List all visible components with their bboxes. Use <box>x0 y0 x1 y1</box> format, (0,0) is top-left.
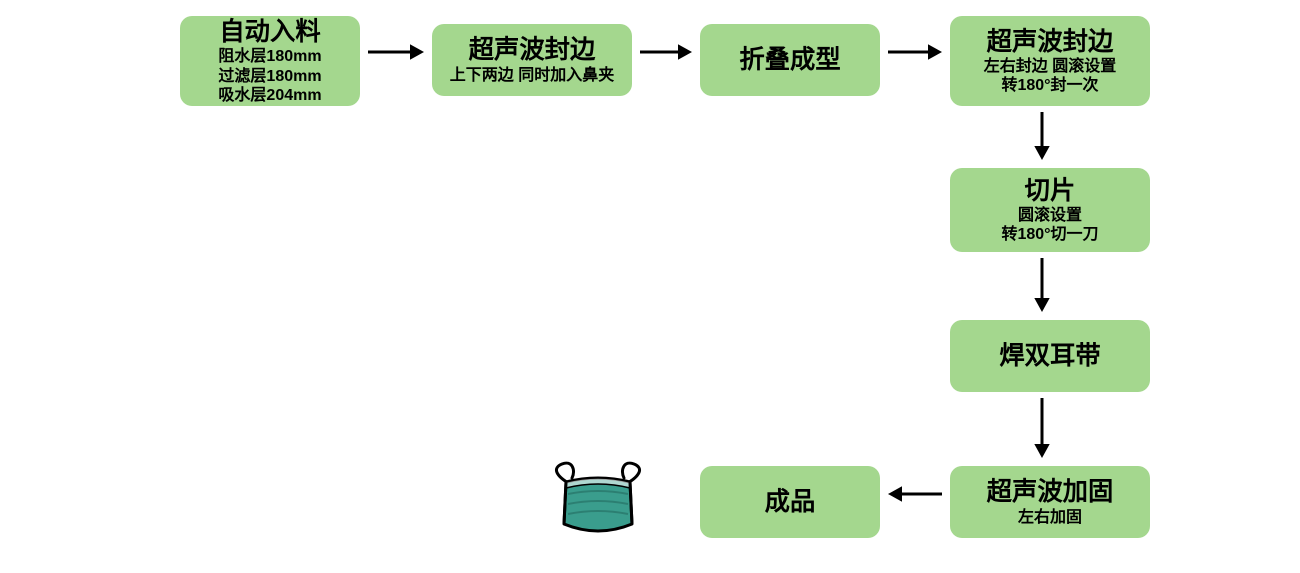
flow-node-title: 超声波加固 <box>987 477 1114 507</box>
flow-node-n7: 超声波加固左右加固 <box>950 466 1150 538</box>
flow-node-sub: 左右加固 <box>1018 508 1082 527</box>
flow-node-n8: 成品 <box>700 466 880 538</box>
flow-node-n3: 折叠成型 <box>700 24 880 96</box>
flow-node-sub: 转180°切一刀 <box>1001 225 1098 244</box>
flow-node-title: 自动入料 <box>219 17 320 47</box>
flow-node-title: 超声波封边 <box>987 27 1114 57</box>
flow-node-n5: 切片圆滚设置转180°切一刀 <box>950 168 1150 252</box>
flow-node-sub: 圆滚设置 <box>1018 206 1082 225</box>
flow-node-n6: 焊双耳带 <box>950 320 1150 392</box>
flow-node-sub: 过滤层180mm <box>218 67 321 86</box>
flow-arrow <box>640 38 692 71</box>
flow-node-sub: 左右封边 圆滚设置 <box>984 57 1116 76</box>
flow-arrow <box>888 480 942 513</box>
flow-node-n1: 自动入料阻水层180mm过滤层180mm吸水层204mm <box>180 16 360 106</box>
flow-node-title: 切片 <box>1025 176 1076 206</box>
flow-node-sub: 转180°封一次 <box>1001 76 1098 95</box>
flow-node-title: 焊双耳带 <box>999 341 1100 371</box>
flow-arrow <box>1028 112 1056 165</box>
flow-arrow <box>368 38 424 71</box>
flow-node-sub: 上下两边 同时加入鼻夹 <box>450 66 614 85</box>
flow-node-sub: 吸水层204mm <box>218 86 321 105</box>
flow-node-sub: 阻水层180mm <box>218 47 321 66</box>
flow-node-title: 超声波封边 <box>469 35 596 65</box>
mask-icon <box>548 454 648 544</box>
flow-node-title: 成品 <box>765 487 816 517</box>
flow-arrow <box>1028 258 1056 317</box>
flow-node-n4: 超声波封边左右封边 圆滚设置转180°封一次 <box>950 16 1150 106</box>
flow-arrow <box>1028 398 1056 463</box>
flowchart-stage: 自动入料阻水层180mm过滤层180mm吸水层204mm超声波封边上下两边 同时… <box>0 0 1300 573</box>
flow-node-n2: 超声波封边上下两边 同时加入鼻夹 <box>432 24 632 96</box>
flow-node-title: 折叠成型 <box>739 45 840 75</box>
flow-arrow <box>888 38 942 71</box>
